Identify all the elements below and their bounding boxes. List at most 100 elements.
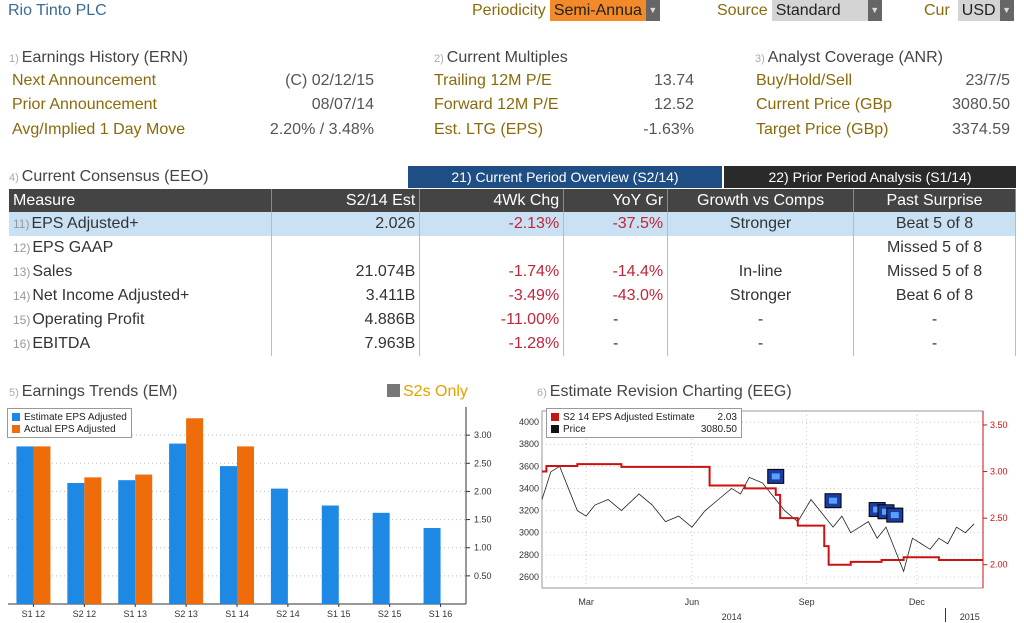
- est-cell: 7.963B: [271, 332, 421, 356]
- chg-cell: -1.74%: [419, 260, 565, 284]
- right-y-tick-label: 3.00: [990, 467, 1008, 477]
- legend-label: Estimate EPS Adjusted: [24, 411, 127, 423]
- column-header-4wk-chg[interactable]: 4Wk Chg: [419, 189, 565, 212]
- left-y-tick-label: 2800: [519, 550, 539, 560]
- bar: [372, 512, 390, 604]
- est-cell: 2.026: [271, 212, 421, 236]
- earnings-trends-header[interactable]: 5) Earnings Trends (EM): [9, 383, 177, 401]
- table-row[interactable]: 13) Sales 21.074B -1.74% -14.4% In-line M…: [9, 260, 1016, 284]
- surprise-cell: Missed 5 of 8: [853, 260, 1016, 284]
- yoy-cell: [563, 236, 669, 260]
- bar: [118, 480, 136, 604]
- x-tick-label: S2 15: [378, 609, 402, 619]
- measure-name: EBITDA: [32, 335, 91, 352]
- growth-cell: -: [667, 332, 855, 356]
- measure-name: Operating Profit: [32, 311, 145, 328]
- periodicity-select[interactable]: Semi-Annua: [549, 0, 646, 21]
- column-header-past-surprise[interactable]: Past Surprise: [853, 189, 1016, 212]
- next-announcement-value: (C) 02/12/15: [285, 72, 374, 89]
- s2s-only-label: S2s Only: [403, 383, 468, 400]
- row-index: 13): [13, 265, 31, 279]
- s2s-only-toggle[interactable]: S2s Only: [387, 383, 468, 401]
- x-tick-label: Mar: [578, 597, 594, 607]
- revision-marker-glyph: [890, 512, 899, 519]
- consensus-table: Measure S2/14 Est 4Wk Chg YoY Gr Growth …: [9, 189, 1016, 356]
- x-tick-label: S1 16: [429, 609, 453, 619]
- bar: [220, 466, 237, 604]
- x-tick-label: S1 13: [123, 609, 147, 619]
- growth-cell: Stronger: [667, 212, 855, 236]
- bar: [33, 446, 51, 604]
- periodicity-control: Periodicity Semi-Annua ▼: [472, 0, 660, 21]
- table-row[interactable]: 16) EBITDA 7.963B -1.28% - - -: [9, 332, 1016, 356]
- x-tick-label: S2 13: [174, 609, 198, 619]
- y-tick-label: 2.50: [474, 458, 492, 468]
- measure-name: Sales: [32, 263, 73, 280]
- current-consensus-header[interactable]: 4) Current Consensus (EEO): [9, 168, 209, 186]
- section-title: Estimate Revision Charting (EEG): [549, 383, 792, 400]
- row-index: 14): [13, 289, 31, 303]
- section-title: Analyst Coverage (ANR): [767, 49, 943, 66]
- buy-hold-sell-value: 23/7/5: [965, 72, 1010, 89]
- plot-area: [541, 410, 984, 589]
- growth-cell: Stronger: [667, 284, 855, 308]
- chevron-down-icon[interactable]: ▼: [867, 0, 882, 21]
- surprise-cell: Beat 6 of 8: [853, 284, 1016, 308]
- left-y-tick-label: 3200: [519, 506, 539, 516]
- x-tick-label: Dec: [909, 597, 926, 607]
- bar: [169, 443, 187, 604]
- x-tick-label: S1 12: [22, 609, 46, 619]
- estimate-revision-chart[interactable]: 2600 2800 3000 3200 3400 3600 3800 4000 2.00 2.50…: [505, 403, 1024, 623]
- x-tick-label: Sep: [799, 597, 815, 607]
- earnings-trends-chart[interactable]: 0.50 1.00 1.50 2.00 2.50 3.00 S1 12 S2 12 S1 13 S…: [0, 403, 505, 623]
- legend-label: S2 14 EPS Adjusted Estimate: [563, 411, 695, 423]
- analyst-coverage-header[interactable]: 3) Analyst Coverage (ANR): [755, 49, 943, 67]
- est-ltg-label: Est. LTG (EPS): [434, 121, 544, 138]
- legend-swatch: [551, 413, 559, 421]
- surprise-cell: -: [853, 332, 1016, 356]
- x-year-label: 2014: [722, 612, 742, 622]
- table-row[interactable]: 12) EPS GAAP Missed 5 of 8: [9, 236, 1016, 260]
- chg-cell: -11.00%: [419, 308, 565, 332]
- left-y-tick-label: 3400: [519, 483, 539, 493]
- table-header-row: Measure S2/14 Est 4Wk Chg YoY Gr Growth …: [9, 189, 1016, 212]
- legend-swatch: [12, 413, 20, 421]
- yoy-cell: -37.5%: [563, 212, 669, 236]
- revision-legend: S2 14 EPS Adjusted Estimate 2.03 Price 308…: [546, 408, 742, 438]
- bar: [135, 474, 153, 604]
- tab-current-period-overview[interactable]: 21) Current Period Overview (S2/14): [408, 166, 722, 188]
- x-tick-label: Jun: [685, 597, 700, 607]
- checkbox-icon[interactable]: [387, 384, 400, 397]
- column-header-measure[interactable]: Measure: [9, 189, 273, 212]
- source-select[interactable]: Standard: [771, 0, 868, 21]
- bar: [270, 488, 288, 604]
- currency-select[interactable]: USD: [957, 0, 1000, 21]
- row-index: 12): [13, 241, 31, 255]
- chg-cell: -2.13%: [419, 212, 565, 236]
- avg-move-value: 2.20% / 3.48%: [269, 121, 374, 138]
- column-header-growth-vs-comps[interactable]: Growth vs Comps: [667, 189, 855, 212]
- row-index: 16): [13, 337, 31, 351]
- column-header-est[interactable]: S2/14 Est: [271, 189, 421, 212]
- measure-name: Net Income Adjusted+: [32, 287, 190, 304]
- surprise-cell: -: [853, 308, 1016, 332]
- estimate-line: [542, 463, 983, 566]
- table-row[interactable]: 14) Net Income Adjusted+ 3.411B -3.49% -4…: [9, 284, 1016, 308]
- right-y-tick-label: 2.00: [990, 560, 1008, 570]
- left-y-tick-label: 3600: [519, 461, 539, 471]
- bar: [186, 418, 204, 604]
- earnings-history-header[interactable]: 1) Earnings History (ERN): [9, 49, 188, 67]
- est-cell: [271, 236, 421, 260]
- bar: [321, 505, 339, 604]
- x-tick-label: S2 12: [73, 609, 97, 619]
- y-tick-label: 0.50: [474, 571, 492, 581]
- tab-prior-period-analysis[interactable]: 22) Prior Period Analysis (S1/14): [724, 166, 1016, 188]
- table-row[interactable]: 11) EPS Adjusted+ 2.026 -2.13% -37.5% Str…: [9, 212, 1016, 236]
- est-cell: 4.886B: [271, 308, 421, 332]
- chevron-down-icon[interactable]: ▼: [999, 0, 1014, 21]
- chevron-down-icon[interactable]: ▼: [645, 0, 660, 21]
- measure-name: EPS GAAP: [32, 239, 114, 256]
- estimate-revision-header[interactable]: 6) Estimate Revision Charting (EEG): [537, 383, 792, 401]
- column-header-yoy-gr[interactable]: YoY Gr: [563, 189, 669, 212]
- table-row[interactable]: 15) Operating Profit 4.886B -11.00% - - -: [9, 308, 1016, 332]
